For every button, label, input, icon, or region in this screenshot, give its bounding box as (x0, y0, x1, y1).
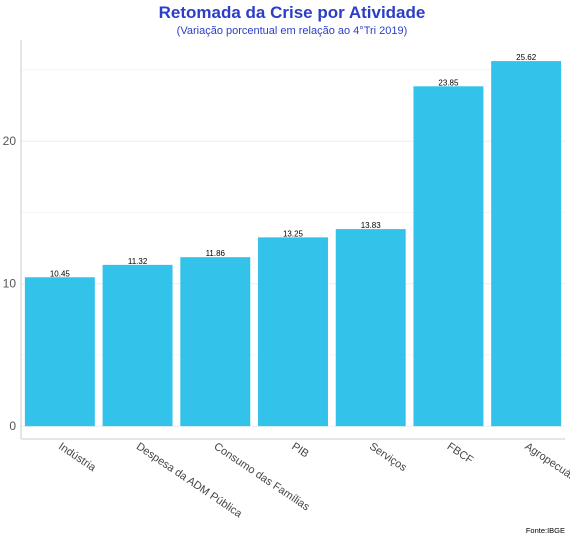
data-label: 10.45 (50, 269, 71, 278)
bar (102, 264, 173, 427)
data-labels: 10.45 11.32 11.86 13.25 13.83 23.85 25.62 (50, 53, 537, 278)
category-label: Serviços (367, 441, 409, 475)
data-label: 11.32 (128, 257, 148, 266)
data-label: 11.86 (206, 249, 226, 258)
source-note: Fonte:IBGE (526, 526, 565, 535)
category-label: Indústria (56, 441, 98, 475)
y-tick-label: 10 (3, 277, 17, 291)
category-label: FBCF (445, 441, 476, 467)
data-label: 13.83 (361, 221, 382, 230)
chart-subtitle: (Variação porcentual em relação ao 4°Tri… (177, 25, 408, 37)
bar (180, 257, 251, 427)
y-tick-label: 0 (9, 419, 16, 433)
category-label: PIB (289, 441, 310, 461)
data-label: 23.85 (438, 78, 459, 87)
data-label: 25.62 (516, 53, 537, 62)
bar (335, 229, 406, 427)
y-tick-label: 20 (3, 134, 17, 148)
bar (258, 237, 328, 427)
category-label: Agropecuária (522, 441, 570, 488)
bar (24, 277, 95, 427)
data-label: 13.25 (283, 229, 304, 238)
bar (413, 86, 484, 427)
chart-title: Retomada da Crise por Atividade (159, 3, 426, 22)
y-tick-labels: 0 10 20 (3, 134, 17, 433)
bar (491, 61, 562, 427)
bars (24, 61, 562, 427)
